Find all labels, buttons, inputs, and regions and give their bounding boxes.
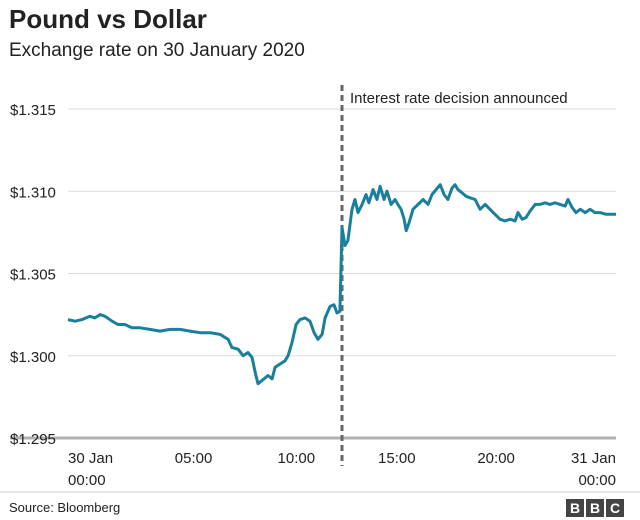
chart-subtitle: Exchange rate on 30 January 2020	[9, 40, 305, 61]
y-tick-label: $1.305	[10, 267, 56, 284]
y-tick-label: $1.295	[10, 431, 56, 448]
series-line	[67, 183, 616, 386]
chart-title: Pound vs Dollar	[9, 4, 207, 34]
y-tick-label: $1.300	[10, 349, 56, 366]
annotation-label: Interest rate decision announced	[350, 90, 568, 107]
source-label: Source: Bloomberg	[9, 500, 121, 515]
x-tick-label: 00:00	[68, 472, 106, 489]
x-tick-label: 00:00	[578, 472, 616, 489]
x-tick-label: 30 Jan	[68, 450, 113, 467]
y-tick-label: $1.310	[10, 184, 56, 201]
x-tick-label: 15:00	[378, 450, 416, 467]
y-tick-label: $1.315	[10, 102, 56, 119]
x-tick-label: 05:00	[175, 450, 213, 467]
x-tick-label: 10:00	[278, 450, 316, 467]
x-tick-label: 31 Jan	[571, 450, 616, 467]
x-tick-label: 20:00	[477, 450, 515, 467]
